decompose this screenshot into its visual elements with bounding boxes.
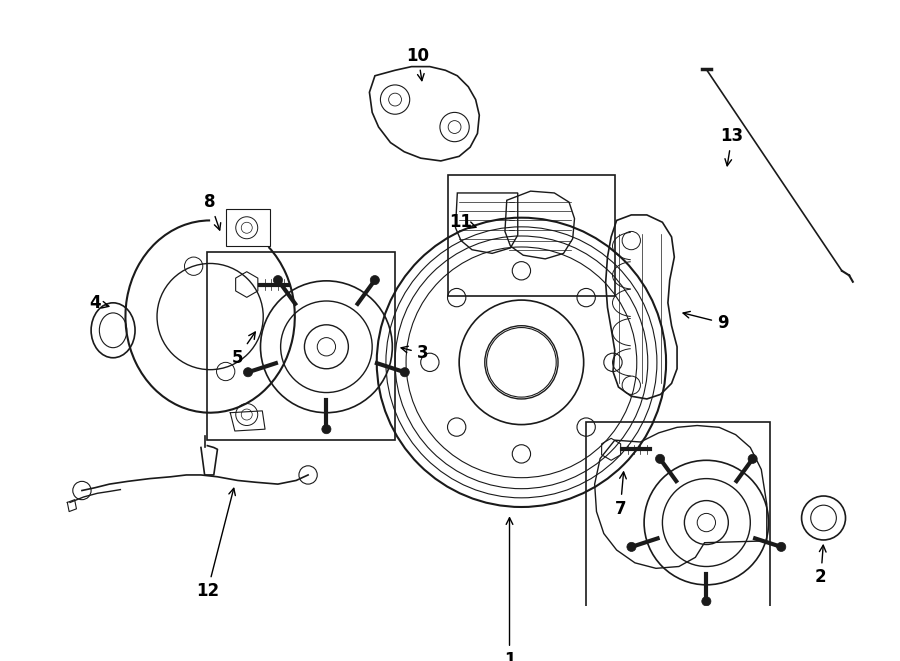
Text: 6: 6 bbox=[0, 660, 1, 661]
Text: 11: 11 bbox=[449, 214, 476, 231]
Bar bbox=[586, 422, 770, 623]
Circle shape bbox=[485, 326, 558, 399]
Text: 3: 3 bbox=[401, 344, 428, 362]
Text: 5: 5 bbox=[232, 332, 256, 367]
Circle shape bbox=[702, 597, 711, 606]
Text: 10: 10 bbox=[407, 47, 429, 81]
Text: 9: 9 bbox=[683, 311, 729, 332]
Text: 12: 12 bbox=[196, 488, 235, 600]
Text: 4: 4 bbox=[89, 294, 109, 312]
Text: 8: 8 bbox=[204, 193, 220, 230]
Text: 13: 13 bbox=[720, 127, 743, 166]
Circle shape bbox=[322, 424, 331, 434]
Text: 7: 7 bbox=[615, 472, 626, 518]
Circle shape bbox=[748, 454, 757, 463]
Circle shape bbox=[627, 542, 636, 551]
Bar bbox=[207, 253, 395, 440]
Circle shape bbox=[655, 454, 665, 463]
Circle shape bbox=[370, 276, 380, 285]
Text: 2: 2 bbox=[815, 545, 826, 586]
Circle shape bbox=[274, 276, 283, 285]
Circle shape bbox=[244, 368, 253, 377]
Bar bbox=[448, 175, 615, 295]
Text: 1: 1 bbox=[504, 518, 516, 661]
Circle shape bbox=[777, 542, 786, 551]
Circle shape bbox=[400, 368, 410, 377]
